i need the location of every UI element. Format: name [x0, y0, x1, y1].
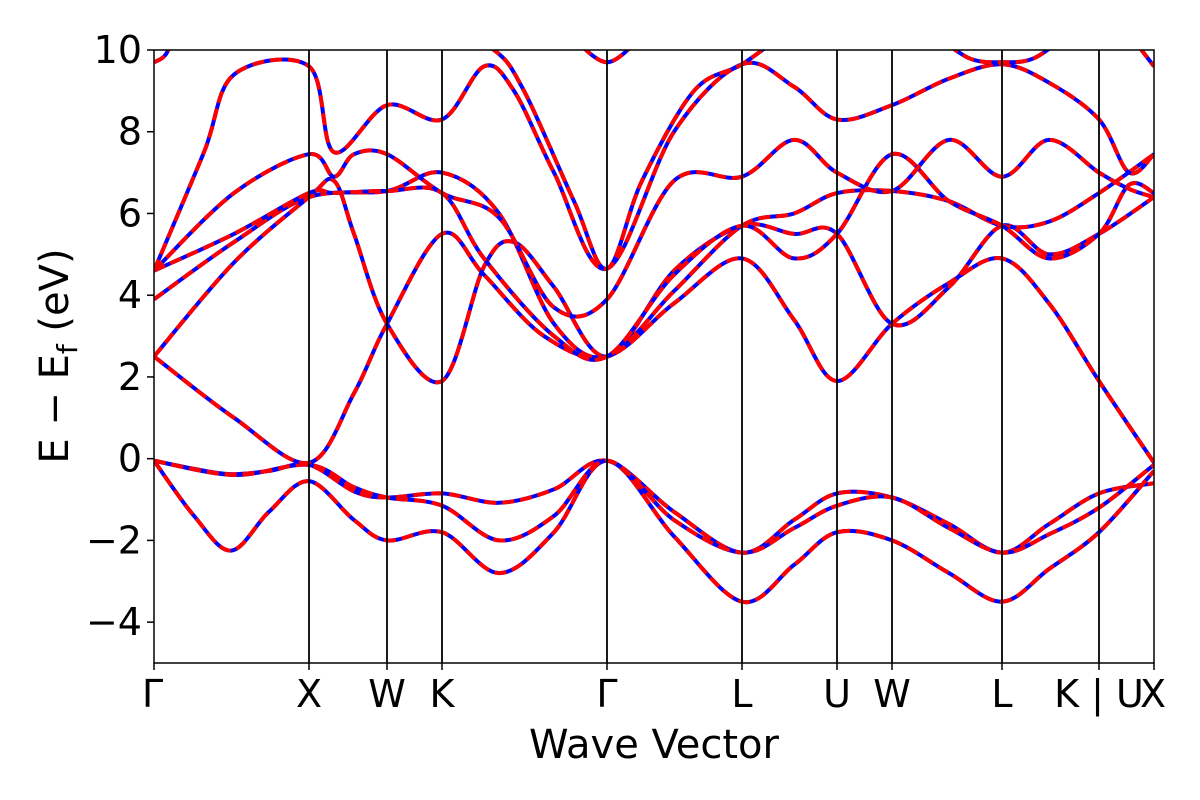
- band-9-overlay: [154, 57, 1154, 272]
- band-1-reference: [154, 458, 1154, 555]
- band-2-overlay: [154, 458, 1154, 605]
- band-10-reference: [354, 0, 394, 34]
- y-tick-label-4: 2: [118, 355, 142, 399]
- band-10-overlay: [354, 0, 394, 34]
- band-6-overlay: [154, 152, 1154, 360]
- y-tick-label-3: 0: [118, 437, 142, 481]
- x-tick-label-7: U: [823, 672, 851, 716]
- band-4-overlay: [154, 230, 1154, 465]
- x-tick-label-4: K: [430, 672, 456, 716]
- y-tick-label-6: 6: [118, 191, 142, 235]
- band-7-overlay: [154, 151, 1154, 362]
- band-5-overlay: [154, 176, 1154, 385]
- band-3-overlay: [154, 458, 1154, 555]
- plot-frame: [153, 49, 1155, 664]
- band-11-reference: [490, 50, 766, 271]
- band-11-overlay: [490, 50, 766, 271]
- y-axis-title-unit: (eV): [32, 248, 78, 344]
- x-tick-label-9: L: [991, 672, 1012, 716]
- y-tick-label-8: 10: [94, 28, 142, 72]
- band-12-overlay: [154, 50, 171, 65]
- x-tick-label-5: Γ: [596, 672, 617, 716]
- x-tick-label-8: W: [873, 672, 911, 716]
- band-1-overlay: [154, 458, 1154, 555]
- band-6-reference: [154, 152, 1154, 360]
- band-12-reference: [154, 50, 171, 65]
- y-tick-label-1: −4: [86, 600, 142, 644]
- y-tick-label-5: 4: [118, 273, 142, 317]
- y-axis-ticks: −4 −2 0 2 4 6 8 10: [86, 28, 154, 644]
- x-axis-title: Wave Vector: [529, 722, 780, 768]
- y-tick-label-7: 8: [118, 110, 142, 154]
- x-tick-label-3: W: [368, 672, 406, 716]
- band-lines: [154, 0, 1154, 605]
- y-tick-label-2: −2: [86, 518, 142, 562]
- band-3-reference: [154, 458, 1154, 555]
- band-4-reference: [154, 230, 1154, 465]
- x-tick-label-11: X: [1140, 672, 1166, 716]
- band-15-overlay: [1138, 50, 1154, 68]
- y-axis-title-main: E − E: [32, 354, 78, 464]
- y-axis-title: E − Ef (eV): [32, 248, 84, 463]
- x-tick-label-6: L: [731, 672, 752, 716]
- x-tick-label-1: Γ: [142, 672, 163, 716]
- band-9-reference: [154, 57, 1154, 272]
- x-tick-label-2: X: [296, 672, 322, 716]
- x-tick-label-10: K | U: [1054, 672, 1144, 717]
- high-symmetry-lines: [308, 50, 1100, 663]
- band-8-overlay: [154, 137, 1154, 319]
- y-axis-title-subscript: f: [51, 343, 84, 354]
- band-7-reference: [154, 151, 1154, 362]
